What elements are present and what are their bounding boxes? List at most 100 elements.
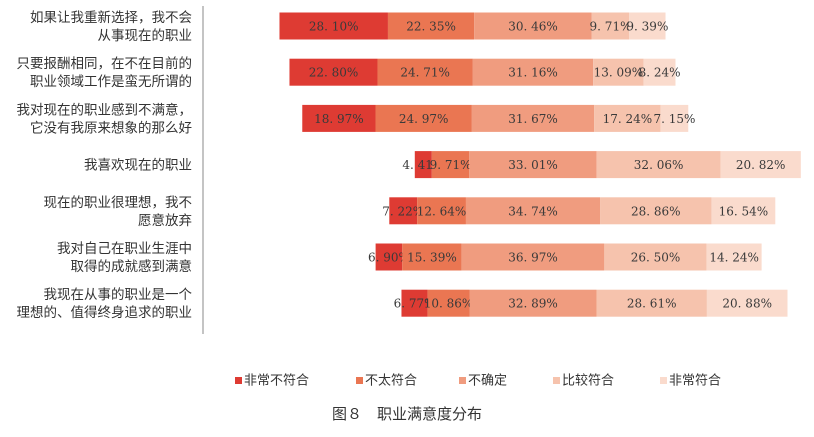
bar-segment	[401, 289, 428, 317]
data-label: 20. 82%	[736, 158, 786, 172]
data-label: 10. 86%	[424, 297, 474, 311]
bar-segment	[594, 104, 661, 132]
data-label: 8. 24%	[639, 66, 681, 80]
legend-item: 比较符合	[553, 373, 614, 389]
data-label: 14. 24%	[709, 251, 759, 265]
category-label: 职业领域工作是蛮无所谓的	[30, 73, 192, 90]
legend-swatch	[553, 377, 560, 384]
data-label: 13. 09%	[594, 66, 644, 80]
category-label: 我对现在的职业感到不满意，	[17, 101, 193, 118]
bar-segment	[591, 12, 630, 40]
legend-label: 非常符合	[669, 373, 721, 389]
data-label: 26. 50%	[631, 251, 681, 265]
legend: 非常不符合 不太符合 不确定 比较符合 非常符合	[235, 373, 721, 389]
data-label: 33. 01%	[508, 158, 558, 172]
legend-item: 非常不符合	[235, 373, 309, 389]
legend-item: 不确定	[459, 374, 507, 389]
category-label: 我现在从事的职业是一个	[44, 287, 193, 303]
bar-segment	[720, 151, 801, 179]
bar-segment	[629, 12, 666, 40]
category-label: 我对自己在职业生涯中	[57, 241, 192, 257]
data-label: 22. 80%	[309, 66, 359, 80]
bar-segment	[600, 197, 712, 225]
category-label: 现在的职业很理想，我不	[44, 195, 193, 211]
data-label: 32. 06%	[634, 158, 684, 172]
bar-segment	[402, 243, 462, 271]
data-label: 6. 77%	[394, 297, 436, 311]
data-label: 9. 39%	[626, 20, 668, 34]
data-label: 28. 86%	[631, 204, 681, 218]
data-label: 28. 61%	[627, 297, 677, 311]
legend-swatch	[459, 377, 466, 384]
bar-segment	[375, 243, 403, 271]
bar-segment	[593, 58, 644, 86]
legend-item: 非常符合	[660, 373, 721, 389]
bar-segment	[474, 12, 592, 40]
data-label: 9. 71%	[590, 20, 632, 34]
legend-label: 不确定	[468, 374, 507, 389]
legend-swatch	[356, 377, 363, 384]
bar-segment	[711, 197, 776, 225]
category-label: 如果让我重新选择，我不会	[30, 10, 192, 26]
bar-segment	[387, 12, 475, 40]
bar-segment	[706, 289, 788, 317]
bar-segment	[279, 12, 388, 40]
data-label: 9. 71%	[430, 158, 472, 172]
bar-segment	[471, 104, 595, 132]
legend-item: 不太符合	[356, 373, 417, 389]
data-label: 31. 16%	[508, 66, 558, 80]
bar-segment	[643, 58, 676, 86]
category-label: 愿意放弃	[138, 212, 192, 229]
bar-segment	[469, 151, 597, 179]
data-label: 20. 88%	[722, 297, 772, 311]
data-label: 34. 74%	[508, 204, 558, 218]
bar-segment	[469, 289, 597, 317]
bar-segment	[604, 243, 707, 271]
category-label: 理想的、值得终身追求的职业	[17, 304, 193, 321]
data-label: 24. 71%	[400, 66, 450, 80]
bar-segment	[427, 289, 470, 317]
bar-segment	[289, 58, 378, 86]
bar-segment	[596, 289, 707, 317]
data-label: 6. 90%	[368, 251, 410, 265]
data-label: 7. 15%	[654, 112, 696, 126]
data-label: 15. 39%	[407, 251, 457, 265]
figure-caption: 图８ 职业满意度分布	[332, 405, 482, 423]
bar-segment	[302, 104, 376, 132]
legend-swatch	[235, 377, 242, 384]
data-label: 28. 10%	[309, 20, 359, 34]
data-label: 32. 89%	[508, 297, 558, 311]
data-label: 7. 22%	[382, 204, 424, 218]
category-label: 取得的成就感到满意	[71, 258, 193, 275]
bar-segment	[596, 151, 721, 179]
data-label: 22. 35%	[406, 20, 456, 34]
data-label: 24. 97%	[399, 112, 449, 126]
data-label: 18. 97%	[314, 112, 364, 126]
category-label: 它没有我原来想象的那么好	[30, 119, 192, 136]
legend-label: 非常不符合	[244, 373, 309, 389]
bar-segment	[465, 197, 601, 225]
category-label: 从事现在的职业	[98, 28, 193, 44]
data-label: 17. 24%	[603, 112, 653, 126]
category-label: 我喜欢现在的职业	[84, 158, 192, 174]
data-label: 36. 97%	[508, 251, 558, 265]
data-label: 12. 64%	[417, 204, 467, 218]
category-label: 只要报酬相同，在不在目前的	[17, 55, 193, 72]
bar-segment	[660, 104, 689, 132]
legend-label: 比较符合	[562, 373, 614, 389]
bar-segment	[417, 197, 466, 225]
bar-segment	[461, 243, 605, 271]
bar-segment	[472, 58, 594, 86]
data-label: 31. 67%	[508, 112, 558, 126]
bar-segment	[375, 104, 472, 132]
bar-segment	[377, 58, 473, 86]
legend-swatch	[660, 377, 667, 384]
bar-segment	[389, 197, 418, 225]
